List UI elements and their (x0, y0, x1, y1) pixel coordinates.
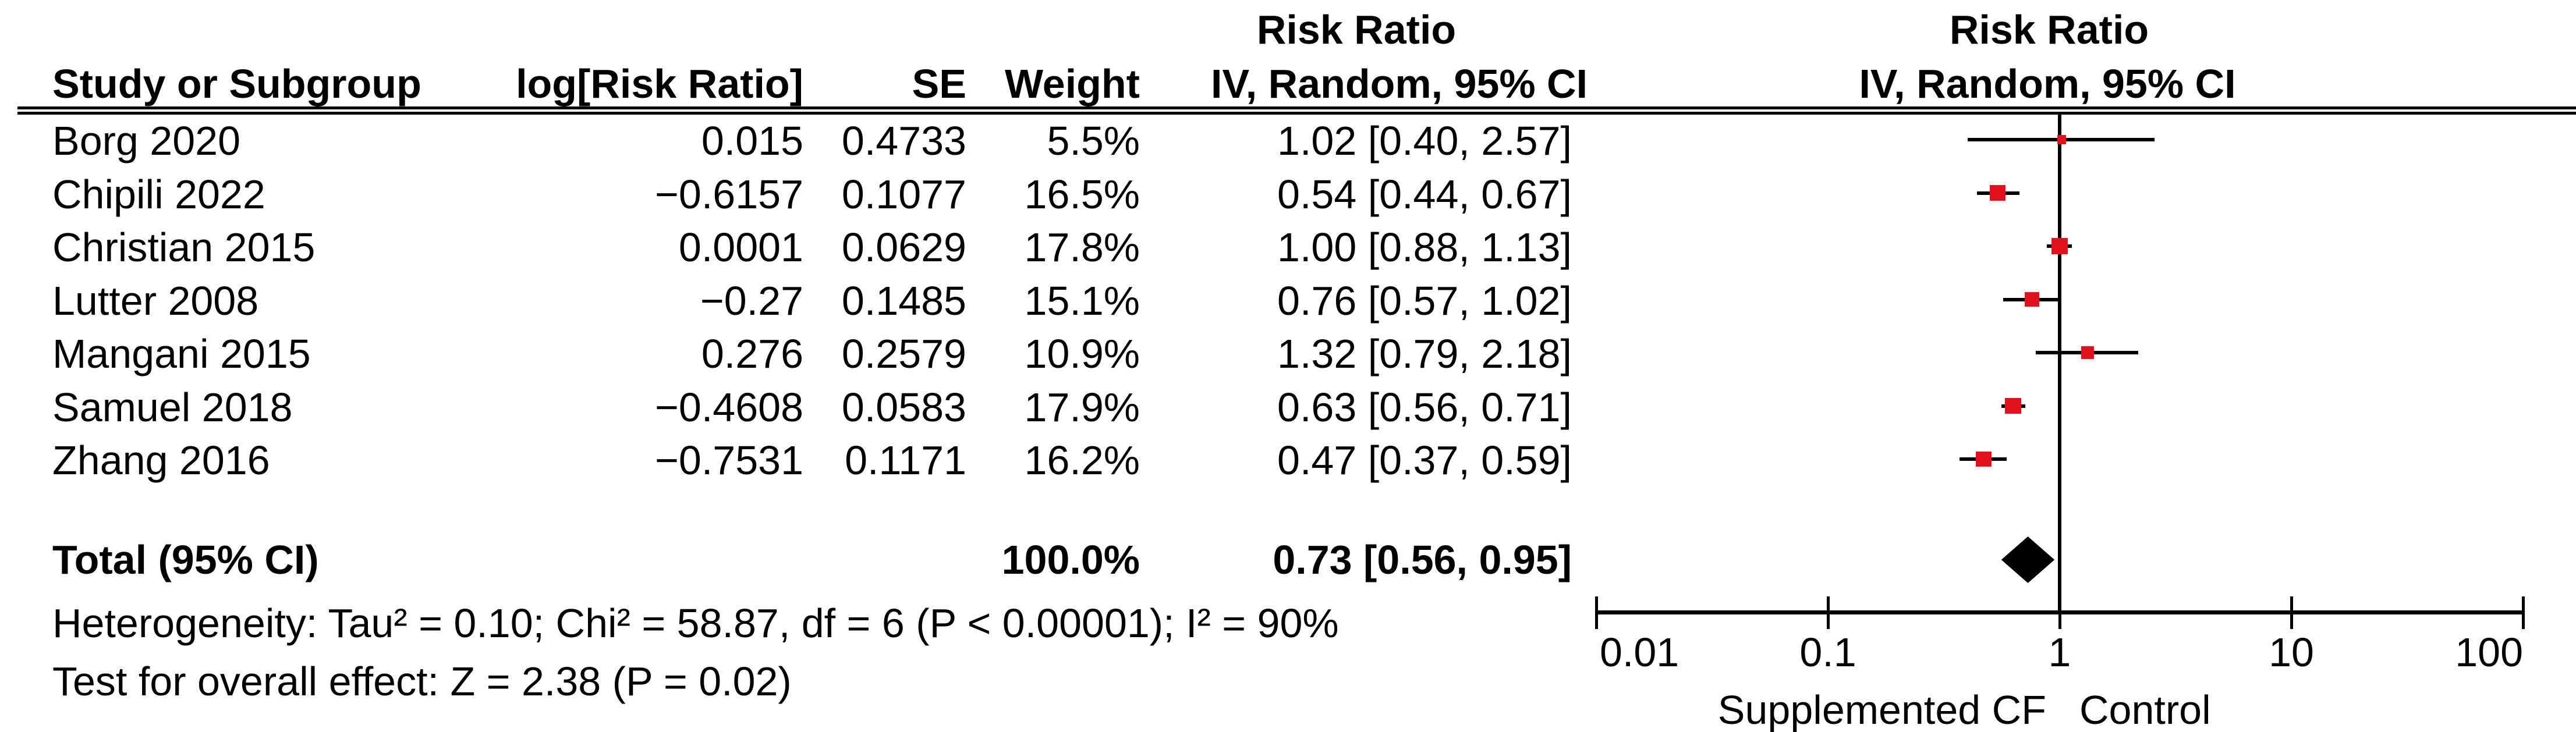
study-label: Lutter 2008 (52, 278, 259, 324)
se-value: 0.2579 (841, 331, 966, 376)
effect-square (2081, 346, 2094, 359)
x-axis-tick-label: 0.01 (1600, 630, 1679, 675)
se-value: 0.1171 (845, 438, 966, 483)
ci-text-value: 0.76 [0.57, 1.02] (1277, 278, 1572, 324)
log-risk-ratio-value: 0.276 (701, 331, 803, 376)
study-label: Mangani 2015 (52, 331, 311, 376)
se-value: 0.0583 (841, 384, 966, 430)
ci-text-value: 1.00 [0.88, 1.13] (1277, 225, 1572, 270)
log-risk-ratio-value: −0.27 (700, 278, 803, 324)
x-axis-tick (1595, 596, 1598, 629)
log-risk-ratio-value: 0.015 (701, 118, 803, 164)
log-risk-ratio-value: 0.0001 (678, 225, 803, 270)
se-value: 0.0629 (841, 225, 966, 270)
column-header-ci: IV, Random, 95% CI (1211, 61, 1588, 106)
study-label: Zhang 2016 (52, 438, 270, 483)
weight-value: 17.9% (1024, 384, 1140, 430)
log-risk-ratio-value: −0.4608 (655, 384, 803, 430)
total-row-label: Total (95% CI) (52, 537, 319, 582)
weight-value: 10.9% (1024, 331, 1140, 376)
effect-square (2024, 292, 2040, 307)
study-label: Samuel 2018 (52, 384, 293, 430)
plot-effect-header: Risk Ratio (1949, 7, 2149, 52)
ci-text-value: 0.54 [0.44, 0.67] (1277, 171, 1572, 217)
x-axis-tick-label: 1 (2048, 630, 2071, 675)
se-value: 0.1485 (841, 278, 966, 324)
x-axis-tick (2290, 596, 2293, 629)
x-axis-tick (2521, 596, 2525, 629)
study-label: Christian 2015 (52, 225, 316, 270)
plot-header-ci: IV, Random, 95% CI (1859, 61, 2236, 106)
weight-value: 17.8% (1024, 225, 1140, 270)
table-effect-header: Risk Ratio (1256, 7, 1457, 52)
total-row-weight: 100.0% (1001, 537, 1140, 582)
null-effect-line (2058, 115, 2061, 610)
x-axis-tick (2058, 596, 2061, 629)
effect-square (2051, 238, 2068, 254)
effect-square (2005, 397, 2022, 414)
se-value: 0.4733 (841, 118, 966, 164)
ci-text-value: 0.47 [0.37, 0.59] (1277, 438, 1572, 483)
se-value: 0.1077 (841, 171, 966, 217)
ci-text-value: 0.63 [0.56, 0.71] (1277, 384, 1572, 430)
header-rule-top (17, 106, 2576, 109)
x-axis-tick (1826, 596, 1830, 629)
x-axis-tick-label: 0.1 (1799, 630, 1856, 675)
study-label: Borg 2020 (52, 118, 241, 164)
log-risk-ratio-value: −0.6157 (655, 171, 803, 217)
heterogeneity-note: Heterogeneity: Tau² = 0.10; Chi² = 58.87… (52, 600, 1339, 646)
weight-value: 5.5% (1047, 118, 1140, 164)
column-header-weight: Weight (1004, 61, 1140, 106)
header-rule-bottom (17, 112, 2576, 115)
column-header-se: SE (912, 61, 966, 106)
weight-value: 15.1% (1024, 278, 1140, 324)
favours-left-label: Supplemented CF (1717, 687, 2046, 732)
study-label: Chipili 2022 (52, 171, 265, 217)
overall-effect-note: Test for overall effect: Z = 2.38 (P = 0… (52, 659, 792, 704)
column-header-study: Study or Subgroup (52, 61, 421, 106)
column-header-log-risk-ratio: log[Risk Ratio] (516, 61, 803, 106)
favours-right-label: Control (2079, 687, 2211, 732)
effect-square (2057, 135, 2067, 144)
weight-value: 16.2% (1024, 438, 1140, 483)
total-row-ci: 0.73 [0.56, 0.95] (1273, 537, 1572, 582)
weight-value: 16.5% (1024, 171, 1140, 217)
total-diamond (2001, 536, 2055, 583)
x-axis-tick-label: 100 (2455, 630, 2523, 675)
log-risk-ratio-value: −0.7531 (655, 438, 803, 483)
ci-text-value: 1.32 [0.79, 2.18] (1277, 331, 1572, 376)
effect-square (1976, 451, 1992, 467)
x-axis-tick-label: 10 (2269, 630, 2314, 675)
effect-square (1990, 185, 2005, 201)
ci-text-value: 1.02 [0.40, 2.57] (1277, 118, 1572, 164)
